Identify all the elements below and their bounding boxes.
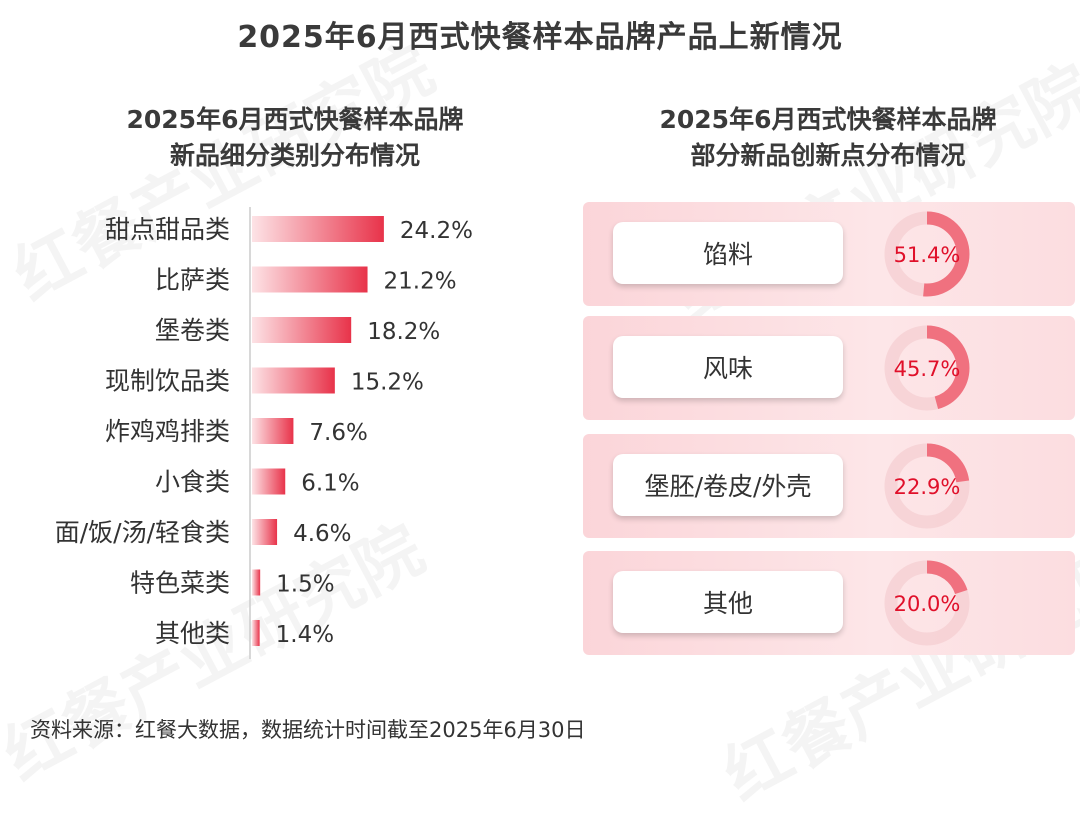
category-label: 现制饮品类 [105,367,230,396]
donut-chart-subtitle: 2025年6月西式快餐样本品牌 部分新品创新点分布情况 [578,102,1078,174]
subtitle-line: 部分新品创新点分布情况 [690,141,966,170]
category-label: 炸鸡鸡排类 [105,417,230,446]
percent-label: 51.4% [894,243,961,267]
donut-chart: 45.7% [884,325,970,411]
innovation-card: 风味 45.7% [583,316,1075,420]
subtitle-line: 新品细分类别分布情况 [169,141,420,170]
donut-chart: 20.0% [884,560,970,646]
category-label: 小食类 [155,468,230,497]
data-label: 21.2% [384,269,457,295]
data-label: 7.6% [309,420,367,446]
bar-chart: 甜点甜品类 24.2% 比萨类 21.2% 堡卷类 18.2% 现制饮品类 15.2% 炸鸡鸡排… [55,207,473,659]
innovation-card: 其他 20.0% [583,551,1075,655]
innovation-card: 堡胚/卷皮/外壳 22.9% [583,434,1075,538]
subtitle-line: 2025年6月西式快餐样本品牌 [659,105,997,134]
donut-slice [884,211,970,297]
bar [252,266,368,293]
page-title: 2025年6月西式快餐样本品牌产品上新情况 [237,20,843,55]
donut-chart: 51.4% [884,211,970,297]
bar [252,519,278,545]
subtitle-line: 2025年6月西式快餐样本品牌 [126,105,464,134]
bar [252,216,384,242]
donut-slice [884,325,970,411]
percent-label: 22.9% [894,475,961,499]
bar [252,418,294,444]
category-label: 面/饭/汤/轻食类 [55,518,230,547]
percent-label: 45.7% [894,357,961,381]
category-label: 特色菜类 [130,569,230,598]
bar-chart-subtitle: 2025年6月西式快餐样本品牌 新品细分类别分布情况 [60,102,530,174]
source-note: 资料来源：红餐大数据，数据统计时间截至2025年6月30日 [30,718,586,742]
percent-label: 20.0% [894,592,961,616]
innovation-label: 其他 [613,571,843,633]
innovation-label: 堡胚/卷皮/外壳 [613,454,843,516]
bar [252,468,286,495]
donut-slice [884,443,970,529]
data-label: 18.2% [367,319,440,345]
donut-slice [884,560,970,646]
bar [252,367,335,394]
data-label: 24.2% [400,218,473,244]
category-label: 其他类 [155,619,230,648]
data-label: 15.2% [351,370,424,396]
innovation-label: 馅料 [613,222,843,284]
data-label: 1.4% [276,622,334,648]
category-label: 甜点甜品类 [105,215,230,244]
category-label: 比萨类 [155,266,230,295]
data-label: 6.1% [301,471,359,497]
bar [252,317,352,343]
bar [252,620,260,646]
bar [252,569,261,596]
innovation-label: 风味 [613,336,843,398]
category-label: 堡卷类 [155,316,230,345]
innovation-card: 馅料 51.4% [583,202,1075,306]
data-label: 4.6% [293,521,351,547]
data-label: 1.5% [276,572,334,598]
bar-series: 甜点甜品类 24.2% 比萨类 21.2% 堡卷类 18.2% 现制饮品类 15.2% 炸鸡鸡排… [55,215,473,648]
donut-chart: 22.9% [884,443,970,529]
